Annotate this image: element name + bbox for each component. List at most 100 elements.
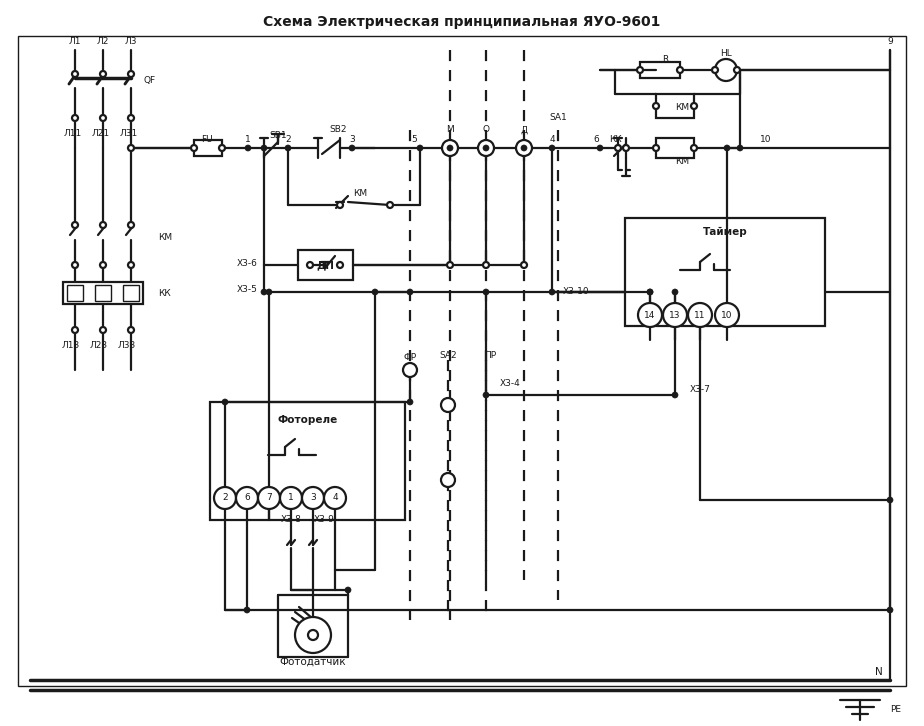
Circle shape <box>72 327 78 333</box>
Text: 4: 4 <box>333 494 338 502</box>
Circle shape <box>712 67 718 73</box>
Text: ДП: ДП <box>316 260 334 270</box>
Circle shape <box>647 289 653 295</box>
Circle shape <box>623 145 629 151</box>
Text: 6: 6 <box>244 494 249 502</box>
Text: КМ: КМ <box>675 158 689 166</box>
Circle shape <box>887 607 893 613</box>
Circle shape <box>447 262 453 268</box>
Text: Л2: Л2 <box>97 38 109 46</box>
Text: Схема Электрическая принципиальная ЯУО-9601: Схема Электрическая принципиальная ЯУО-9… <box>263 15 661 29</box>
Circle shape <box>441 398 455 412</box>
Circle shape <box>447 145 453 151</box>
Circle shape <box>688 303 712 327</box>
Text: 13: 13 <box>669 311 681 319</box>
Text: Л23: Л23 <box>90 340 108 349</box>
Text: Х3-9: Х3-9 <box>313 515 334 524</box>
Circle shape <box>549 289 555 295</box>
Circle shape <box>417 145 423 151</box>
Circle shape <box>72 262 78 268</box>
Circle shape <box>478 140 494 156</box>
Circle shape <box>407 399 413 405</box>
Circle shape <box>483 392 489 398</box>
Circle shape <box>372 289 378 295</box>
Text: 10: 10 <box>760 134 772 144</box>
Text: М: М <box>446 126 454 134</box>
Text: FU: FU <box>201 136 213 144</box>
Bar <box>298 250 353 280</box>
Bar <box>210 402 405 520</box>
Text: 3: 3 <box>349 134 355 144</box>
Circle shape <box>483 145 489 151</box>
Circle shape <box>663 303 687 327</box>
Text: Л21: Л21 <box>91 129 110 137</box>
Text: Х3-4: Х3-4 <box>500 378 520 388</box>
Circle shape <box>483 289 489 295</box>
Circle shape <box>672 392 678 398</box>
Bar <box>640 62 680 78</box>
Circle shape <box>261 289 267 295</box>
Text: Л11: Л11 <box>64 129 82 137</box>
Text: ПР: ПР <box>484 351 496 359</box>
Circle shape <box>245 145 251 151</box>
Circle shape <box>483 262 489 268</box>
Text: 7: 7 <box>266 494 272 502</box>
Text: SA1: SA1 <box>549 113 567 123</box>
Text: 1: 1 <box>288 494 294 502</box>
Circle shape <box>345 587 351 593</box>
Circle shape <box>737 145 743 151</box>
Bar <box>95 285 111 301</box>
Circle shape <box>219 145 225 151</box>
Circle shape <box>128 145 134 151</box>
Text: 1: 1 <box>245 134 251 144</box>
Circle shape <box>128 327 134 333</box>
Circle shape <box>637 67 643 73</box>
Circle shape <box>285 145 291 151</box>
Text: КМ: КМ <box>675 104 689 113</box>
Text: SA2: SA2 <box>439 351 456 359</box>
Text: 2: 2 <box>222 494 228 502</box>
Circle shape <box>403 363 417 377</box>
Bar <box>625 218 825 326</box>
Circle shape <box>597 145 603 151</box>
Circle shape <box>222 399 228 405</box>
Text: Таймер: Таймер <box>702 227 748 237</box>
Circle shape <box>128 262 134 268</box>
Circle shape <box>887 497 893 503</box>
Circle shape <box>100 115 106 121</box>
Circle shape <box>308 630 318 640</box>
Circle shape <box>72 115 78 121</box>
Circle shape <box>100 71 106 77</box>
Circle shape <box>100 262 106 268</box>
Circle shape <box>691 145 697 151</box>
Text: Фотореле: Фотореле <box>278 415 338 425</box>
Circle shape <box>128 222 134 228</box>
Text: 5: 5 <box>411 134 417 144</box>
Text: SB2: SB2 <box>329 126 346 134</box>
Text: QF: QF <box>143 76 155 84</box>
Circle shape <box>653 145 659 151</box>
Text: ФР: ФР <box>404 354 417 362</box>
Text: Х3-5: Х3-5 <box>237 285 258 295</box>
Circle shape <box>72 222 78 228</box>
Circle shape <box>677 67 683 73</box>
Circle shape <box>407 289 413 295</box>
Text: КМ: КМ <box>158 234 172 242</box>
Text: Л31: Л31 <box>120 129 138 137</box>
Text: 2: 2 <box>286 134 291 144</box>
Text: Фотодатчик: Фотодатчик <box>280 657 346 667</box>
Text: N: N <box>875 667 882 677</box>
Circle shape <box>191 145 197 151</box>
Bar <box>18 36 906 686</box>
Text: Л1: Л1 <box>68 38 81 46</box>
Text: 9: 9 <box>887 38 893 46</box>
Circle shape <box>258 487 280 509</box>
Text: Д: Д <box>520 126 528 134</box>
Text: Х3-7: Х3-7 <box>689 386 711 394</box>
Text: КК: КК <box>610 134 623 144</box>
Circle shape <box>349 145 355 151</box>
Circle shape <box>100 327 106 333</box>
Text: Х3-6: Х3-6 <box>237 258 258 267</box>
Circle shape <box>549 145 555 151</box>
Circle shape <box>266 289 272 295</box>
